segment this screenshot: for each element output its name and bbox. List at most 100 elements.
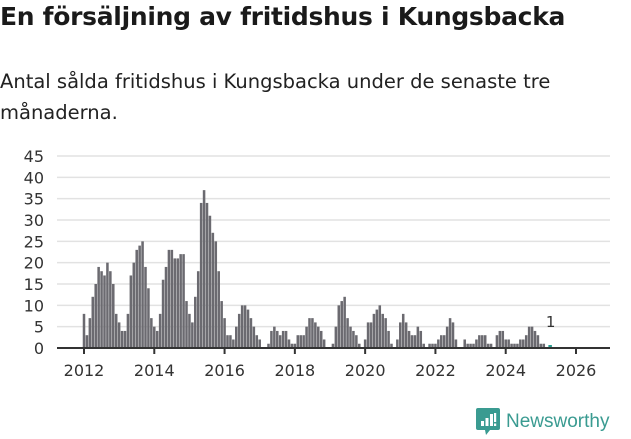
- bar: [451, 322, 455, 348]
- bar: [232, 339, 235, 348]
- bar: [100, 271, 103, 348]
- bar: [510, 343, 513, 348]
- bar: [431, 343, 434, 348]
- bar: [82, 313, 86, 348]
- bar: [317, 326, 320, 348]
- bar: [363, 339, 367, 348]
- bar: [472, 343, 475, 348]
- bar: [314, 322, 317, 348]
- bar: [489, 343, 493, 348]
- bar: [196, 271, 200, 348]
- bar: [106, 262, 109, 348]
- highlight-bar: [548, 345, 552, 348]
- bar: [513, 343, 516, 348]
- bar: [276, 330, 279, 348]
- bar: [199, 202, 203, 348]
- bar: [442, 335, 446, 348]
- bar: [167, 249, 171, 348]
- bar: [208, 215, 212, 348]
- x-axis: 2012 2014 2016 2018 2020 2022 2024 2026: [57, 347, 610, 380]
- bar: [486, 343, 490, 348]
- bar: [346, 318, 349, 348]
- bar: [123, 330, 127, 348]
- bar: [293, 343, 297, 348]
- bar: [217, 271, 220, 348]
- bar: [120, 330, 124, 348]
- bar: [114, 313, 118, 348]
- bar: [126, 313, 130, 348]
- newsworthy-logo-icon: [476, 408, 500, 435]
- bar: [94, 284, 97, 348]
- y-tick-label: 25: [24, 232, 44, 251]
- bar: [237, 313, 241, 348]
- x-tick-label: 2018: [274, 361, 315, 380]
- bar: [273, 326, 276, 348]
- bar: [530, 326, 534, 348]
- chart-title: En försäljning av fritidshus i Kungsback…: [0, 2, 566, 31]
- bar: [319, 330, 323, 348]
- bar: [410, 335, 414, 348]
- bar: [91, 296, 95, 348]
- bar: [542, 343, 546, 348]
- bar: [150, 318, 153, 348]
- bars: [82, 190, 552, 348]
- bar: [302, 335, 305, 348]
- bar: [507, 339, 510, 348]
- bar: [539, 343, 543, 348]
- bar: [138, 245, 141, 348]
- bar: [434, 343, 437, 348]
- bar: [366, 322, 370, 348]
- last-value-annotation: 1: [546, 313, 556, 331]
- bar: [223, 318, 226, 348]
- bar: [243, 305, 247, 348]
- newsworthy-logo[interactable]: Newsworthy: [476, 408, 609, 436]
- bar: [463, 339, 466, 348]
- bar: [296, 335, 300, 348]
- y-tick-label: 10: [24, 296, 44, 315]
- bar: [416, 326, 420, 348]
- bar: [413, 335, 417, 348]
- x-tick-label: 2026: [556, 361, 597, 380]
- y-axis-labels: 0 5 10 15 20 25 30 35 40 45: [24, 147, 44, 358]
- bar: [349, 326, 352, 348]
- bar: [129, 275, 133, 348]
- y-tick-label: 30: [24, 211, 44, 230]
- bar: [97, 266, 100, 348]
- x-tick-label: 2024: [485, 361, 526, 380]
- bar: [88, 318, 92, 348]
- bar: [372, 313, 376, 348]
- bar: [135, 249, 138, 348]
- bar: [469, 343, 472, 348]
- bar: [384, 318, 387, 348]
- bar: [194, 296, 197, 348]
- bar: [322, 339, 326, 348]
- bar: [401, 313, 405, 348]
- y-tick-label: 35: [24, 190, 44, 209]
- bar: [340, 301, 343, 348]
- bar: [170, 249, 174, 348]
- bar: [524, 335, 528, 348]
- bar: [375, 309, 379, 348]
- x-tick-label: 2016: [204, 361, 245, 380]
- bar: [387, 330, 390, 348]
- bar: [475, 339, 478, 348]
- bar: [179, 254, 182, 348]
- bar: [229, 335, 232, 348]
- bar: [352, 330, 355, 348]
- bar: [141, 241, 144, 348]
- bar: [182, 254, 185, 348]
- bar: [390, 343, 393, 348]
- bar: [504, 339, 507, 348]
- bar: [378, 305, 382, 348]
- bar: [161, 279, 165, 348]
- bar: [481, 335, 484, 348]
- bar: [173, 258, 177, 348]
- bar: [202, 190, 206, 348]
- bar: [308, 318, 311, 348]
- bar: [267, 343, 270, 348]
- bar: [191, 322, 194, 348]
- bar: [536, 335, 540, 348]
- bar: [240, 305, 244, 348]
- x-tick-label: 2012: [64, 361, 105, 380]
